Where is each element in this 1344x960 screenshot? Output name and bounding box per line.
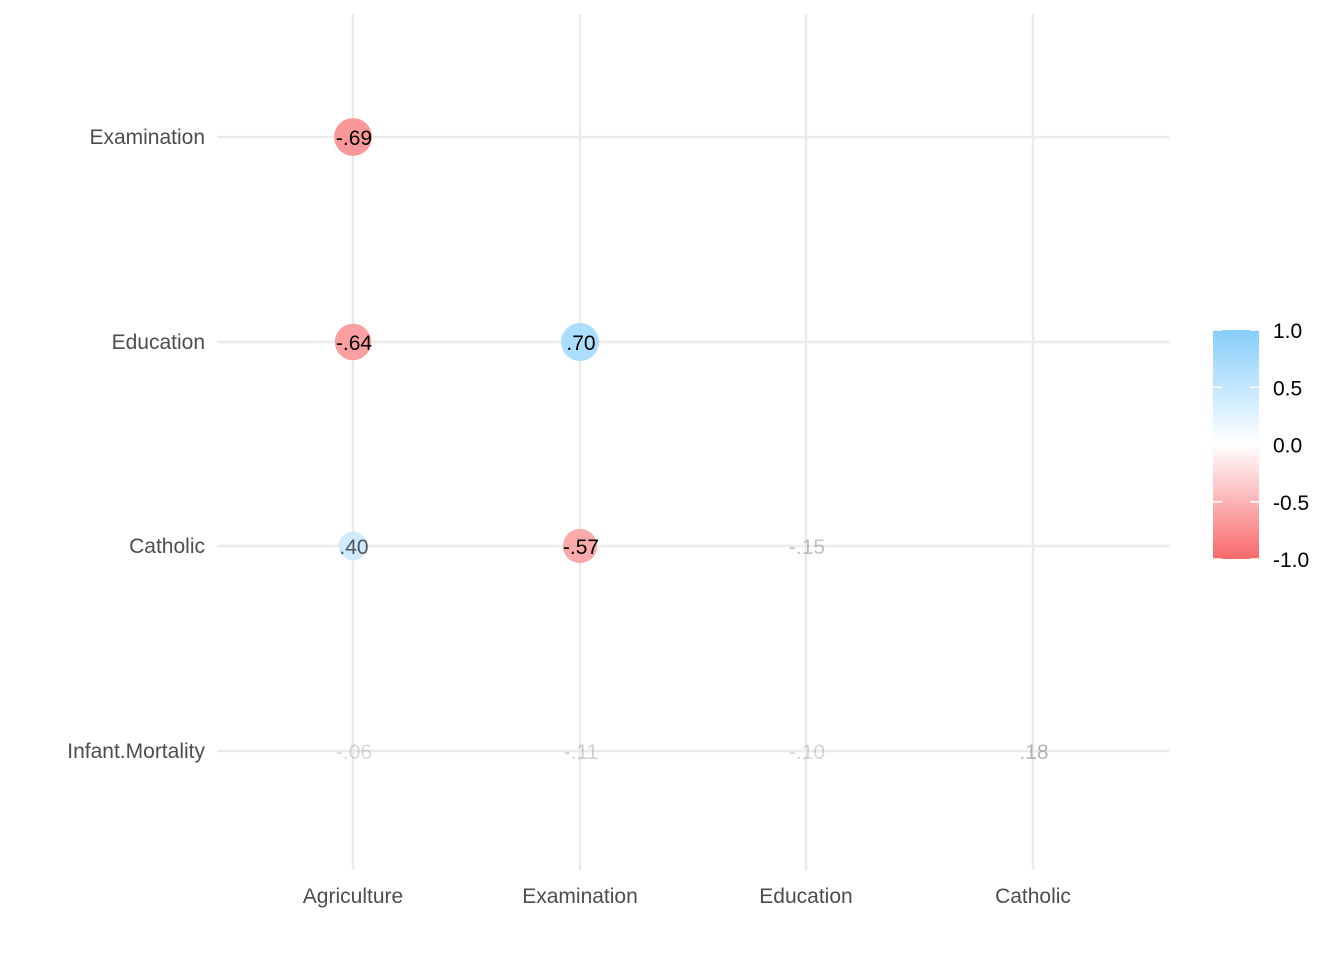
- cell-agriculture-education: -.64: [334, 323, 373, 361]
- cell-examination-education: .70: [561, 323, 599, 361]
- cell-value-label: -.15: [789, 536, 825, 559]
- x-tick-label: Examination: [522, 885, 638, 908]
- cell-agriculture-examination: -.69: [334, 118, 372, 156]
- correlation-circle: [334, 118, 372, 156]
- grid-lines: [217, 14, 1169, 870]
- plot-cells: -.69 -.64 .70 .40 -.57 -.15 -.06 -.11 -.10 .18: [334, 118, 1049, 764]
- color-legend: 1.0 0.5 0.0 -0.5 -1.0: [1213, 320, 1309, 572]
- legend-tick-label: -1.0: [1273, 549, 1309, 572]
- x-tick-label: Catholic: [995, 885, 1071, 908]
- y-tick-label: Catholic: [129, 535, 205, 558]
- cell-value-label: -.69: [336, 127, 372, 150]
- correlation-circle: [562, 528, 598, 564]
- cell-examination-catholic: -.57: [562, 528, 599, 564]
- y-tick-label: Education: [112, 331, 205, 354]
- legend-tick-label: -0.5: [1273, 492, 1309, 515]
- x-axis: Agriculture Examination Education Catholic: [303, 885, 1071, 908]
- x-tick-label: Agriculture: [303, 885, 403, 908]
- cell-value-label: -.64: [336, 332, 373, 355]
- legend-tick-label: 0.0: [1273, 435, 1302, 458]
- y-axis: Examination Education Catholic Infant.Morta…: [67, 126, 205, 763]
- cell-value-label: .18: [1019, 741, 1048, 764]
- cell-value-label: -.10: [789, 741, 825, 764]
- cell-education-catholic: -.15: [789, 536, 825, 559]
- x-tick-label: Education: [759, 885, 852, 908]
- correlation-circle: [338, 531, 368, 561]
- cell-agriculture-infant-mortality: -.06: [336, 741, 372, 764]
- correlation-circle: [334, 323, 372, 361]
- cell-value-label: .70: [566, 332, 595, 355]
- cell-value-label: -.57: [563, 536, 599, 559]
- cell-value-label: -.06: [336, 741, 372, 764]
- cell-value-label: .40: [339, 536, 368, 559]
- cell-examination-infant-mortality: -.11: [564, 741, 599, 764]
- legend-tick-label: 1.0: [1273, 320, 1302, 343]
- cell-education-infant-mortality: -.10: [789, 741, 825, 764]
- legend-tick-label: 0.5: [1273, 377, 1302, 400]
- y-tick-label: Examination: [89, 126, 205, 149]
- y-tick-label: Infant.Mortality: [67, 740, 205, 763]
- cell-agriculture-catholic: .40: [338, 531, 369, 561]
- correlation-circle: [561, 323, 599, 361]
- cell-catholic-infant-mortality: .18: [1019, 741, 1048, 764]
- cell-value-label: -.11: [564, 741, 599, 764]
